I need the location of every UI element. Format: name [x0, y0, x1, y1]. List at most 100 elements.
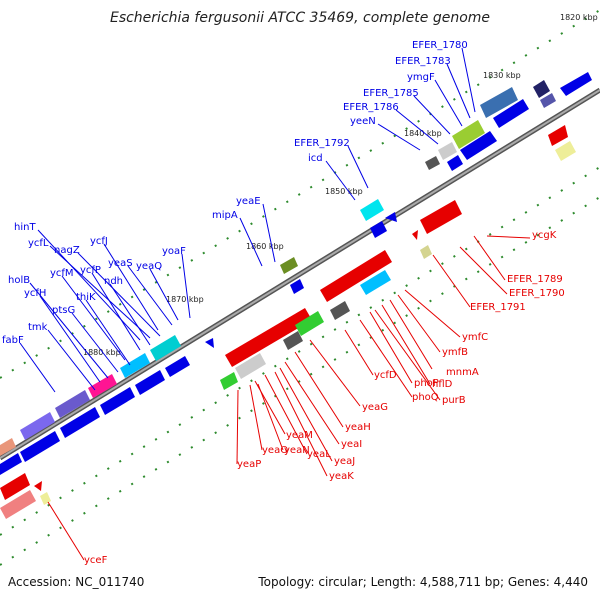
gene-label: tmk: [28, 322, 48, 333]
forward-gene-arrow: [447, 155, 463, 171]
feature-block: [55, 390, 90, 418]
feature-block: [533, 80, 550, 98]
kbp-tick: 1850 kbp: [325, 187, 363, 196]
reverse-gene-arrow: [412, 230, 418, 240]
genome-summary: Topology: circular; Length: 4,588,711 bp…: [258, 575, 588, 589]
gene-label: ycgK: [532, 230, 557, 241]
reverse-gene-arrow: [0, 473, 30, 500]
gene-label: holB: [8, 275, 30, 286]
gene-label: ycfD: [374, 370, 397, 381]
gene-label: EFER_1780: [412, 40, 468, 51]
gene-label: ndh: [104, 276, 123, 287]
gene-label: EFER_1785: [363, 88, 419, 99]
forward-gene-arrow: [135, 370, 165, 395]
forward-gene-arrow: [165, 356, 190, 377]
reverse-gene-arrow: [225, 308, 312, 367]
gene-label: EFER_1790: [509, 288, 565, 299]
forward-gene-arrow: [460, 131, 497, 160]
feature-block: [0, 490, 36, 519]
gene-label: hflD: [432, 379, 453, 390]
gene-label: yeaK: [329, 471, 354, 482]
kbp-tick: 1830 kbp: [483, 71, 521, 80]
gene-label: EFER_1791: [470, 302, 526, 313]
reverse-gene-arrow: [320, 250, 392, 302]
gene-label: yeaQ: [136, 261, 162, 272]
gene-label: yeaE: [236, 196, 261, 207]
feature-block: [235, 353, 266, 379]
feature-block: [120, 353, 150, 378]
gene-label: yeeN: [350, 116, 376, 127]
gene-label: yeaM: [286, 430, 313, 441]
feature-block: [40, 492, 51, 505]
kbp-ticks: 1820 kbp 1830 kbp 1840 kbp 1850 kbp 1860…: [83, 13, 598, 357]
gene-label: yceF: [84, 555, 108, 566]
gene-label: yeaG: [362, 402, 388, 413]
gene-label: ptsG: [52, 305, 75, 316]
reverse-gene-arrow: [34, 481, 42, 491]
forward-gene-arrow: [493, 99, 529, 128]
feature-block: [452, 120, 485, 149]
reverse-gene-arrow: [548, 125, 568, 146]
feature-block: [88, 374, 117, 398]
reverse-gene-arrow: [420, 200, 462, 234]
gene-label: ycfP: [80, 265, 101, 276]
kbp-tick: 1880 kbp: [83, 348, 121, 357]
gene-label: yeaI: [341, 439, 362, 450]
forward-label-text: EFER_1780 EFER_1783 ymgF EFER_1785 EFER_…: [2, 40, 468, 346]
gene-label: yeaP: [237, 459, 261, 470]
gene-label: ycfM: [50, 268, 74, 279]
gene-label: fabF: [2, 335, 24, 346]
forward-gene-arrow: [60, 407, 100, 438]
forward-gene-arrow: [370, 221, 387, 238]
gene-label: ycfH: [24, 288, 46, 299]
gene-label: ymfC: [462, 332, 488, 343]
kbp-tick: 1870 kbp: [166, 295, 204, 304]
gene-label: yeaN: [284, 445, 310, 456]
kbp-tick: 1840 kbp: [404, 129, 442, 138]
forward-gene-arrow: [0, 453, 22, 475]
reverse-features: [0, 125, 576, 519]
gene-label: yeaJ: [334, 456, 355, 467]
feature-block: [540, 93, 556, 108]
gene-label: mnmA: [446, 367, 479, 378]
feature-block: [295, 311, 324, 336]
forward-gene-arrow: [385, 212, 397, 222]
feature-block: [360, 270, 391, 295]
feature-block: [555, 141, 576, 161]
feature-block: [330, 301, 350, 320]
feature-block: [220, 372, 238, 390]
feature-block: [420, 245, 432, 259]
feature-block: [0, 438, 16, 456]
guide-dots: [0, 9, 600, 566]
map-title: Escherichia fergusonii ATCC 35469, compl…: [109, 10, 491, 26]
gene-label: yeaH: [345, 422, 371, 433]
forward-gene-arrow: [100, 387, 135, 415]
gene-label: hinT: [14, 222, 36, 233]
gene-label: icd: [308, 153, 323, 164]
gene-label: phoQ: [412, 392, 439, 403]
gene-label: ycfL: [28, 238, 49, 249]
gene-label: thiK: [76, 292, 96, 303]
forward-gene-arrow: [290, 279, 304, 294]
feature-block: [20, 412, 55, 440]
gene-label: EFER_1786: [343, 102, 399, 113]
feature-block: [480, 87, 518, 118]
forward-gene-arrow: [205, 338, 214, 348]
feature-block: [280, 257, 298, 274]
forward-features: [0, 72, 592, 475]
gene-label: phoP: [414, 378, 439, 389]
reverse-label-text: ycgK EFER_1789 EFER_1790 EFER_1791 ymfC …: [84, 230, 565, 566]
gene-label: EFER_1792: [294, 138, 350, 149]
gene-label: EFER_1789: [507, 274, 563, 285]
backbone: [0, 87, 600, 461]
accession-label: Accession: NC_011740: [8, 575, 145, 589]
feature-block: [283, 331, 303, 350]
feature-block: [150, 335, 181, 361]
feature-block: [425, 156, 440, 170]
kbp-tick: 1860 kbp: [246, 242, 284, 251]
gene-label: purB: [442, 395, 466, 406]
gene-label: ycfJ: [90, 236, 108, 247]
feature-block: [438, 142, 457, 160]
gene-label: mipA: [212, 210, 238, 221]
